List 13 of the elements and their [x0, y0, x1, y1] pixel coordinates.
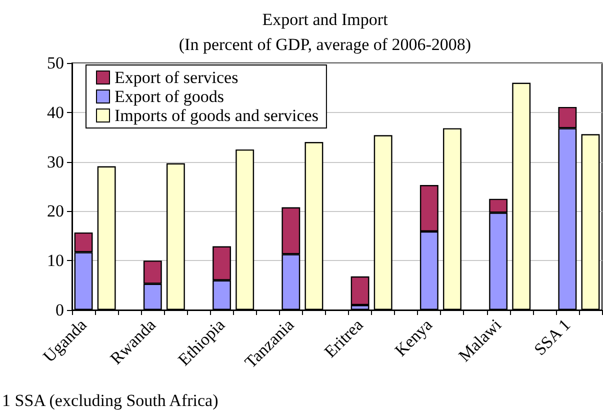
legend-label: Imports of goods and services	[114, 106, 318, 125]
y-tick-label: 10	[47, 251, 64, 270]
text: 1 SSA (excluding South Africa)	[2, 391, 218, 410]
y-tick-label: 50	[47, 54, 64, 72]
legend-label: Export of services	[114, 68, 238, 87]
y-tick-label: 0	[56, 300, 64, 320]
legend-label: Export of goods	[114, 87, 224, 106]
y-tick-label: 40	[47, 102, 64, 122]
y-tick-label: 20	[47, 202, 64, 221]
y-tick-label: 30	[47, 152, 64, 172]
chart-subtitle: (In percent of GDP, average of 2006-2008)	[178, 35, 472, 54]
x-tick-label: SSA 1	[530, 315, 574, 360]
chart-title: Export and Import	[262, 10, 388, 29]
